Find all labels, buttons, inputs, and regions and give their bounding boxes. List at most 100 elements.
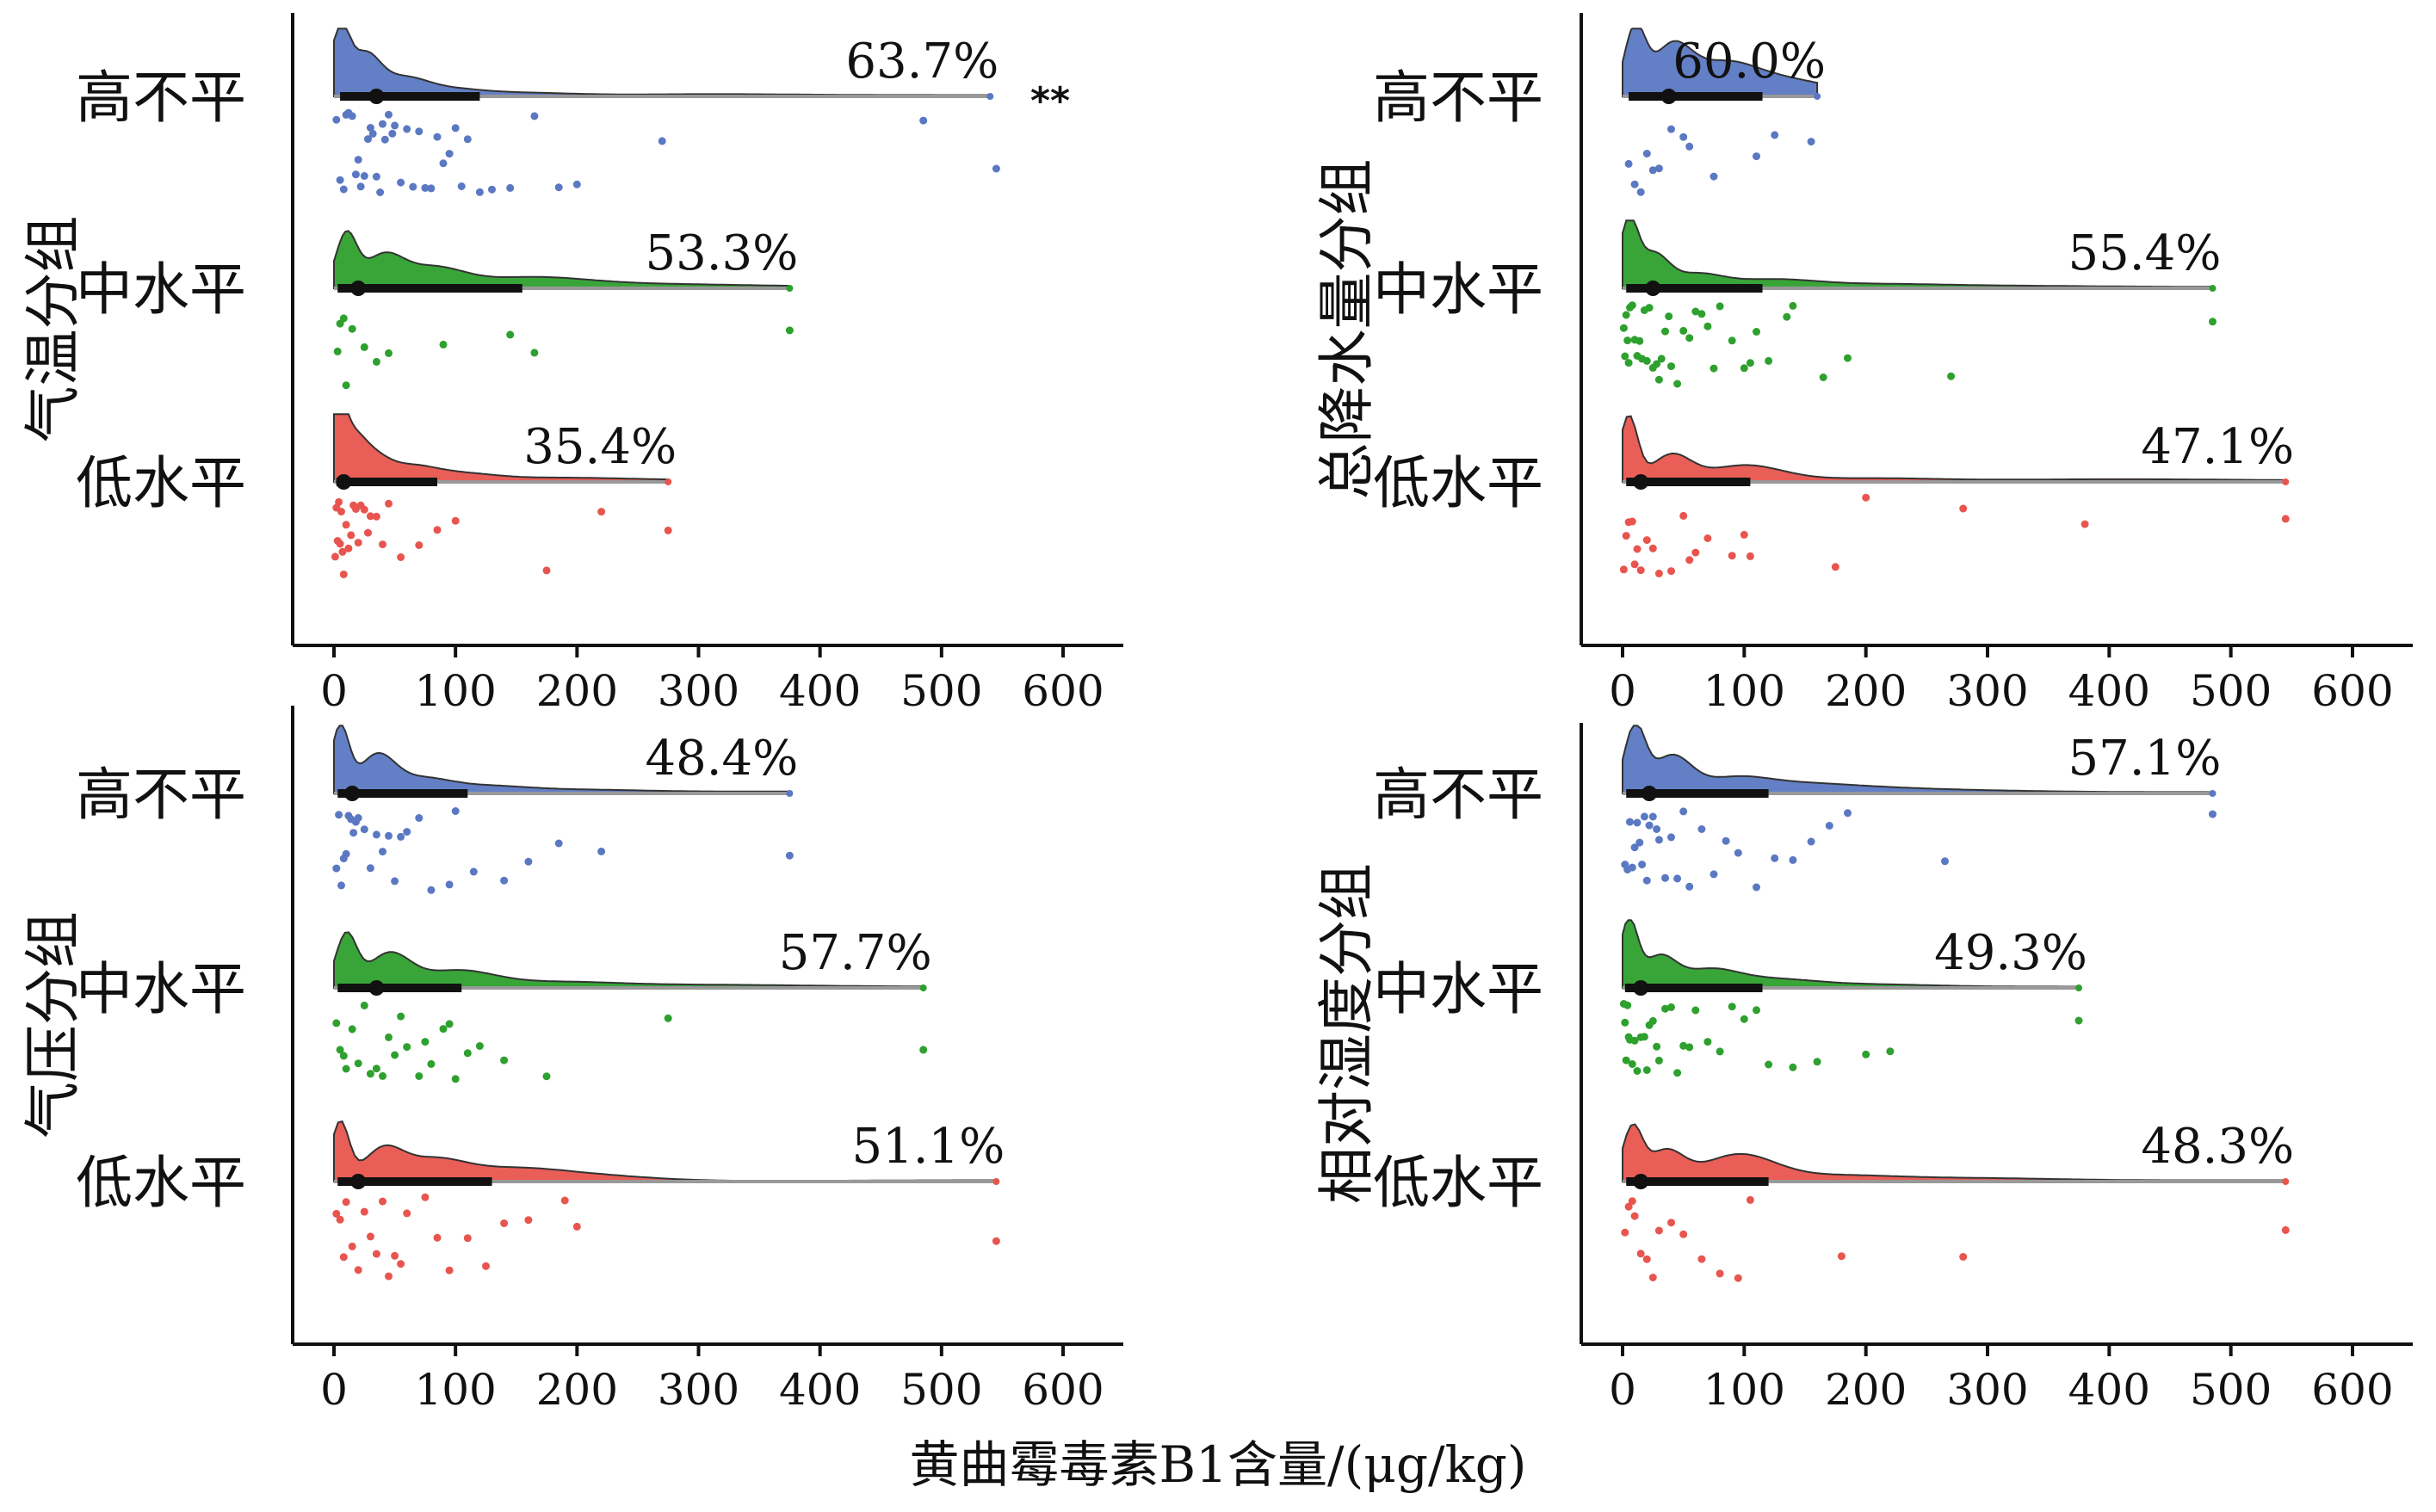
data-point [403, 828, 411, 836]
data-point [335, 811, 343, 819]
data-point [2281, 515, 2290, 523]
data-point [1746, 359, 1754, 367]
category-group: 低水平 48.3% [1373, 1119, 2294, 1282]
data-point [427, 1059, 436, 1068]
data-point [1640, 1033, 1648, 1041]
data-point [379, 848, 386, 856]
data-point [415, 814, 424, 822]
data-point [1765, 356, 1773, 365]
x-tick-label: 600 [1022, 1365, 1104, 1415]
data-point [1626, 818, 1634, 826]
data-point [1710, 364, 1718, 373]
data-point [919, 116, 928, 125]
density-cloud [1622, 28, 1819, 97]
data-point [339, 571, 348, 578]
data-point [2074, 1016, 2083, 1025]
data-point [1653, 825, 1661, 833]
x-tick-label: 400 [2068, 666, 2150, 716]
data-point [1648, 812, 1657, 821]
group-label: 相对湿度分组 [1314, 863, 1380, 1204]
x-tick-label: 100 [414, 666, 496, 716]
data-point [372, 830, 380, 839]
data-point [506, 330, 515, 339]
max-marker [992, 1178, 1000, 1185]
data-point [1648, 544, 1657, 552]
data-point [664, 526, 672, 534]
data-point [1642, 356, 1651, 365]
data-point [1633, 545, 1642, 553]
data-point [445, 880, 454, 889]
data-point [439, 1025, 448, 1034]
data-point [1621, 352, 1629, 361]
data-point [1622, 311, 1630, 319]
data-point [397, 553, 405, 561]
data-point [427, 184, 436, 193]
data-point [1728, 552, 1736, 560]
max-marker [2282, 1178, 2290, 1185]
data-point [433, 133, 442, 141]
data-point [397, 832, 405, 841]
data-point [1633, 818, 1642, 827]
data-point [1623, 336, 1632, 345]
data-point [366, 1232, 374, 1241]
data-point [1710, 870, 1718, 879]
data-point [1667, 567, 1675, 576]
data-point [349, 829, 358, 837]
data-point [1825, 822, 1833, 830]
data-point [1622, 532, 1630, 540]
data-point [1819, 373, 1827, 381]
category-label: 高不平 [76, 65, 246, 131]
data-point [1630, 843, 1639, 852]
data-point [333, 347, 342, 355]
data-point [385, 831, 393, 840]
density-cloud [333, 725, 791, 794]
data-point [332, 1209, 341, 1218]
data-point [475, 1042, 484, 1050]
median-point [350, 1174, 367, 1189]
data-point [1636, 566, 1645, 575]
data-point [1621, 1228, 1629, 1237]
data-point [1673, 380, 1682, 388]
data-point [332, 115, 341, 124]
data-point [1667, 833, 1675, 842]
data-point [391, 877, 399, 886]
data-point [1789, 301, 1797, 310]
data-point [372, 512, 380, 521]
percent-label: 49.3% [1934, 925, 2087, 981]
data-point [1807, 837, 1815, 846]
category-label: 低水平 [1373, 1150, 1543, 1216]
data-point [415, 127, 424, 136]
data-point [1703, 1038, 1712, 1046]
x-tick-label: 0 [320, 666, 348, 716]
data-point [1679, 1230, 1688, 1238]
category-group: 低水平 35.4% [76, 413, 677, 578]
data-point [475, 188, 484, 196]
max-marker [986, 93, 994, 100]
data-point [391, 1251, 399, 1260]
data-point [379, 120, 386, 128]
data-point [364, 135, 372, 144]
data-point [572, 1222, 581, 1231]
data-point [1753, 152, 1760, 161]
data-point [1653, 360, 1661, 368]
data-point [1619, 324, 1628, 332]
data-point [347, 531, 356, 540]
data-point [1685, 142, 1694, 151]
data-point [1789, 1063, 1797, 1071]
data-point [1813, 1058, 1821, 1066]
data-point [1628, 1060, 1636, 1068]
category-label: 高不平 [1373, 65, 1543, 131]
data-point [385, 349, 393, 357]
data-point [1628, 863, 1636, 872]
category-group: 高不平 60.0% [1373, 28, 1826, 196]
median-point [1633, 1174, 1649, 1189]
data-point [1862, 1050, 1870, 1058]
data-point [360, 172, 368, 180]
data-point [1771, 854, 1779, 862]
max-marker [2209, 790, 2217, 797]
data-point [1661, 327, 1669, 336]
percent-label: 48.4% [645, 731, 798, 787]
x-tick-label: 100 [414, 1365, 496, 1415]
percent-label: 63.7% [845, 34, 999, 89]
data-point [469, 867, 478, 876]
